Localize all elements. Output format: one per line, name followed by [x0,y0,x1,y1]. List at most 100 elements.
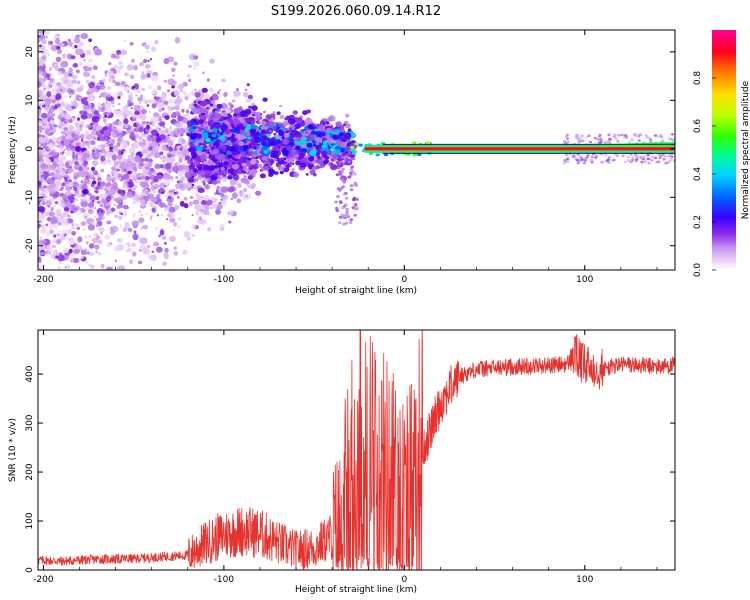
heatmap-cell [292,110,298,115]
heatmap-cell [220,166,225,171]
heatmap-cell [607,155,612,159]
heatmap-cell [48,66,53,72]
heatmap-cell [354,207,358,211]
heatmap-cell [318,159,324,164]
heatmap-cell [75,208,83,216]
heatmap-cell [80,248,88,256]
heatmap-cell [590,160,594,164]
colorbar-ticks: 0.0 0.2 0.4 0.6 0.8 [693,71,716,277]
heatmap-cell [234,155,239,160]
heatmap-cell [106,175,112,182]
heatmap-cell [273,133,277,136]
heatmap-cell [129,259,133,265]
heatmap-cell [607,161,611,164]
heatmap-cell [48,223,54,230]
y-tick-label: 0 [25,567,35,573]
heatmap-cell [599,139,603,143]
heatmap-cell [322,138,325,141]
heatmap-cell [70,100,75,104]
heatmap-cell [167,195,172,200]
heatmap-cell [96,136,101,141]
heatmap-cell [331,153,339,160]
heatmap-cell [121,30,124,31]
heatmap-cell [126,160,133,167]
heatmap-cell [135,118,139,122]
heatmap-cell [167,105,174,112]
heatmap-cell [216,91,220,95]
heatmap-cell [170,67,176,73]
heatmap-cell [220,150,224,153]
heatmap-cell [38,216,44,222]
heatmap-cell [64,198,68,203]
heatmap-cell [353,213,358,217]
heatmap-cell [83,72,90,78]
heatmap-cell [187,236,191,241]
colorbar-tick-label: 0.2 [693,215,703,229]
heatmap-cell [213,141,220,147]
heatmap-cell [81,270,87,276]
heatmap-cell [59,171,63,175]
heatmap-cell [140,158,146,162]
heatmap-cell [174,105,180,111]
heatmap-cell [228,220,232,224]
heatmap-cell [270,137,276,142]
heatmap-cell [96,102,102,108]
heatmap-cell [72,153,77,157]
heatmap-cell [380,142,386,146]
heatmap-cell [55,56,62,62]
heatmap-cell [195,193,201,199]
heatmap-cell [302,110,308,116]
heatmap-cell [205,169,213,176]
heatmap-cell [263,149,269,154]
heatmap-cell [319,120,326,125]
heatmap-cell [116,49,122,55]
heatmap-cell [150,116,159,123]
heatmap-cell [113,170,119,177]
heatmap-cell [176,195,180,199]
heatmap-cell [307,134,315,141]
heatmap-cell [86,175,91,180]
heatmap-cell [194,204,202,211]
heatmap-cell [110,100,115,105]
heatmap-cell [133,172,141,179]
heatmap-cell [223,161,229,166]
x-tick-label: -100 [214,575,235,585]
heatmap-cell [61,231,66,237]
heatmap-cell [205,137,212,143]
heatmap-cell [637,139,641,142]
heatmap-cell [158,234,162,238]
heatmap-cell [91,180,97,185]
heatmap-cell [127,170,132,175]
y-tick-label: -10 [25,190,35,205]
heatmap-cell [53,234,57,238]
heatmap-cell [74,122,79,127]
heatmap-cell [200,170,206,176]
heatmap-cell [38,96,41,100]
heatmap-cell [425,141,431,145]
heatmap-cell [106,195,112,202]
heatmap-cell [585,156,589,159]
heatmap-cell [203,120,208,125]
heatmap-cell [299,157,308,164]
heatmap-cell [604,153,608,156]
heatmap-cell [44,107,49,111]
heatmap-cell [89,132,96,139]
heatmap-cell [151,98,155,102]
heatmap-cell [621,154,625,158]
heatmap-cell [179,151,183,155]
heatmap-cell [227,168,235,174]
heatmap-cell [332,145,335,148]
heatmap-cell [563,139,567,143]
heatmap-cell [57,266,60,269]
heatmap-cell [55,208,62,215]
heatmap-cell [664,154,668,158]
heatmap-cell [203,195,210,201]
heatmap-cell [345,113,350,118]
y-tick-label: 300 [25,414,35,431]
heatmap-cell [82,152,90,159]
heatmap-cell [142,224,149,230]
heatmap-cell [574,134,578,137]
heatmap-cell [339,173,343,177]
heatmap-cell [88,67,93,72]
